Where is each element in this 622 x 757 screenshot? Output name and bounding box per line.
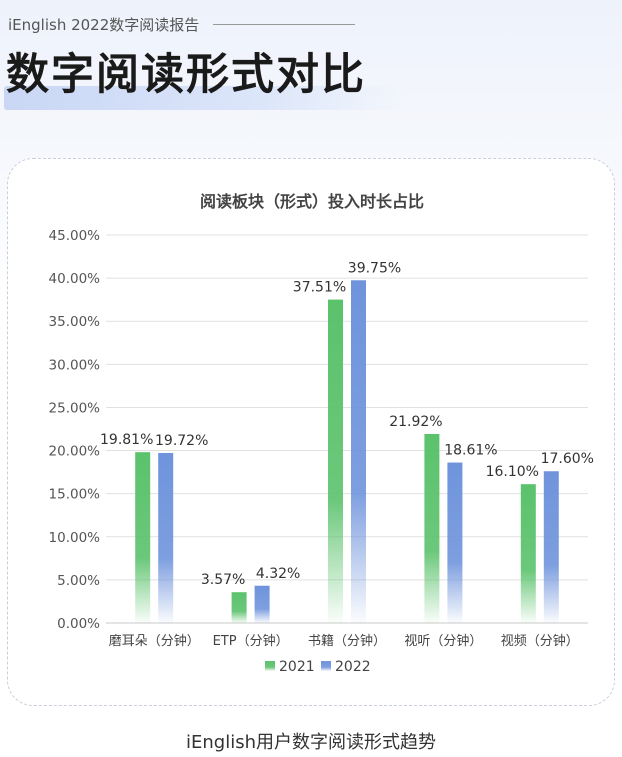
x-tick-label: 视听（分钟）	[404, 633, 482, 649]
y-tick-label: 20.00%	[49, 444, 101, 460]
y-tick-label: 30.00%	[49, 357, 101, 373]
legend-label: 2021	[279, 659, 315, 675]
bar-2021	[135, 452, 151, 623]
bar-2021	[231, 592, 247, 623]
bar-2021	[328, 299, 343, 623]
bar-2022	[158, 452, 174, 623]
bar-2022	[543, 471, 559, 623]
bar-2021	[520, 484, 536, 623]
data-label: 16.10%	[486, 464, 539, 480]
bar-2022	[351, 280, 366, 623]
data-label: 19.81%	[100, 432, 153, 448]
y-tick-label: 0.00%	[57, 616, 100, 632]
title-highlight	[4, 86, 404, 110]
y-tick-label: 45.00%	[49, 228, 101, 244]
report-subtitle: iEnglish 2022数字阅读报告	[8, 14, 356, 35]
chart-card: 阅读板块（形式）投入时长占比 0.00% 5.00% 10.00% 15.00% 20.0…	[7, 158, 615, 706]
legend-label: 2022	[335, 659, 371, 675]
y-tick-label: 40.00%	[49, 271, 101, 287]
data-label: 39.75%	[348, 260, 401, 276]
page-title: 数字阅读形式对比	[6, 50, 366, 100]
data-label: 18.61%	[444, 443, 497, 459]
x-tick-label: 书籍（分钟）	[308, 633, 386, 649]
legend-swatch-2022	[321, 661, 331, 671]
data-label: 21.92%	[389, 414, 442, 430]
report-subtitle-text: iEnglish 2022数字阅读报告	[8, 16, 200, 34]
y-tick-label: 10.00%	[49, 530, 101, 546]
chart-title: 阅读板块（形式）投入时长占比	[200, 192, 424, 211]
y-tick-label: 35.00%	[49, 314, 101, 330]
data-label: 3.57%	[201, 572, 245, 588]
data-label: 4.32%	[256, 566, 300, 582]
bar-chart: 阅读板块（形式）投入时长占比 0.00% 5.00% 10.00% 15.00% 20.0…	[49, 192, 594, 675]
bar-2022	[447, 462, 463, 623]
bar-2021	[424, 434, 440, 623]
data-label: 17.60%	[541, 451, 594, 467]
x-tick-label: ETP（分钟）	[213, 633, 289, 649]
chart-caption: iEnglish用户数字阅读形式趋势	[186, 732, 436, 753]
bar-2022	[254, 585, 270, 623]
x-tick-label: 视频（分钟）	[501, 633, 579, 649]
data-label: 37.51%	[293, 280, 346, 296]
legend-swatch-2021	[265, 661, 275, 671]
y-tick-label: 5.00%	[57, 573, 100, 589]
y-tick-label: 15.00%	[49, 487, 101, 503]
data-label: 19.72%	[155, 433, 208, 449]
subtitle-rule	[213, 24, 356, 25]
y-tick-label: 25.00%	[49, 400, 101, 416]
x-tick-label: 磨耳朵（分钟）	[109, 633, 200, 649]
